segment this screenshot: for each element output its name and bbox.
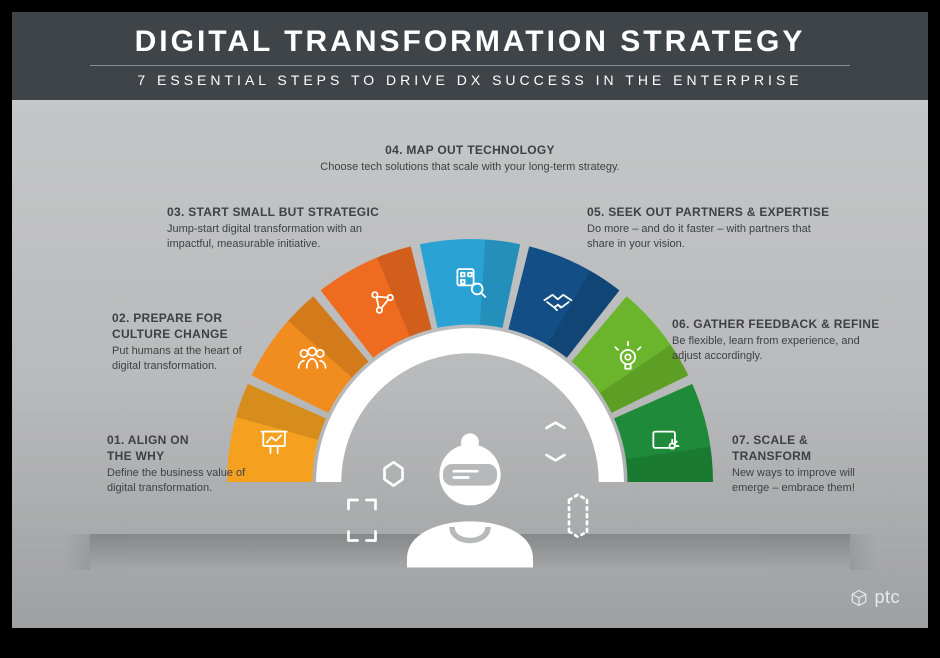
chart-svg [200, 212, 740, 628]
brand-logo: ptc [850, 587, 900, 608]
step-label-4: 04. MAP OUT TECHNOLOGY Choose tech soluti… [310, 142, 630, 175]
step-label-1: 01. ALIGN ON THE WHYDefine the business … [107, 432, 247, 496]
step-label-6: 06. GATHER FEEDBACK & REFINE Be flexible,… [672, 316, 882, 364]
step-label-7: 07. SCALE & TRANSFORMNew ways to improve… [732, 432, 882, 496]
infographic-frame: DIGITAL TRANSFORMATION STRATEGY 7 ESSENT… [12, 12, 928, 628]
step-title: 03. START SMALL BUT STRATEGIC [167, 204, 387, 220]
step-title: 01. ALIGN ON THE WHY [107, 432, 247, 464]
main-title: DIGITAL TRANSFORMATION STRATEGY [135, 25, 806, 59]
step-label-3: 03. START SMALL BUT STRATEGIC Jump-start … [167, 204, 387, 252]
step-title: 02. PREPARE FOR CULTURE CHANGE [112, 310, 272, 342]
step-desc: New ways to improve will emerge – embrac… [732, 466, 882, 496]
step-desc: Do more – and do it faster – with partne… [587, 222, 837, 252]
step-title: 07. SCALE & TRANSFORM [732, 432, 882, 464]
step-label-2: 02. PREPARE FOR CULTURE CHANGEPut humans… [112, 310, 272, 374]
step-desc: Choose tech solutions that scale with yo… [310, 160, 630, 175]
step-desc: Jump-start digital transformation with a… [167, 222, 387, 252]
step-desc: Be flexible, learn from experience, and … [672, 334, 882, 364]
center-illustration [349, 423, 588, 568]
step-title: 04. MAP OUT TECHNOLOGY [310, 142, 630, 158]
step-desc: Put humans at the heart of digital trans… [112, 344, 272, 374]
step-desc: Define the business value of digital tra… [107, 466, 247, 496]
step-label-5: 05. SEEK OUT PARTNERS & EXPERTISE Do more… [587, 204, 837, 252]
cube-icon [850, 589, 868, 607]
header: DIGITAL TRANSFORMATION STRATEGY 7 ESSENT… [12, 12, 928, 100]
brand-name: ptc [874, 587, 900, 608]
step-title: 05. SEEK OUT PARTNERS & EXPERTISE [587, 204, 837, 220]
semicircle-chart [200, 212, 740, 628]
step-title: 06. GATHER FEEDBACK & REFINE [672, 316, 882, 332]
subtitle: 7 ESSENTIAL STEPS TO DRIVE DX SUCCESS IN… [90, 65, 850, 88]
